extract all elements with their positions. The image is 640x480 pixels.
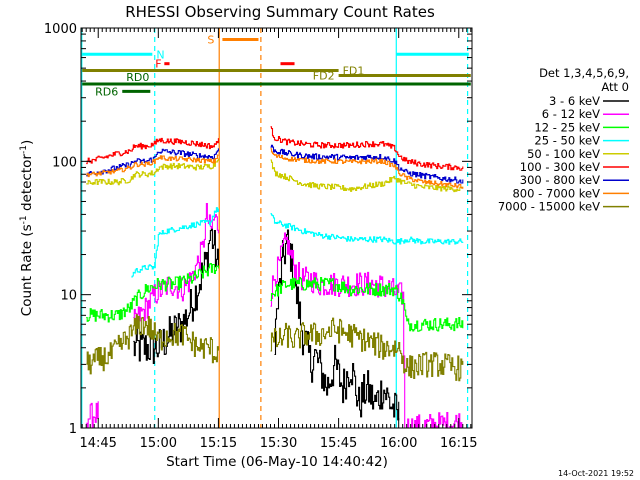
overlay-lines [81,28,469,428]
series-line [86,202,463,429]
x-tick-label: 16:00 [380,436,417,451]
legend-label: 100 - 300 keV [520,160,600,174]
flag-label: S [207,33,214,46]
y-tick-label: 100 [52,155,77,170]
flag-label: F [155,58,161,71]
axes: 14:45 15:00 15:15 15:30 15:45 16:00 16:15 1 10 10… [44,22,478,451]
legend-label: 7000 - 15000 keV [498,200,600,214]
series-line [86,158,464,193]
legend-header-2: Att 0 [601,80,629,94]
y-tick-label: 1000 [44,22,77,37]
y-tick-label: 10 [60,289,77,304]
x-tick-label: 15:30 [260,436,297,451]
x-tick-label: 14:45 [79,436,116,451]
series-lines [86,126,464,429]
y-axis-label: Count Rate (s-1 detector-1) [19,140,35,316]
legend-label: 300 - 800 keV [520,173,600,187]
flag-label: RD6 [95,85,118,98]
footer-timestamp: 14-Oct-2021 19:52 [558,469,634,478]
chart-title: RHESSI Observing Summary Count Rates [125,3,435,21]
legend-label: 25 - 50 keV [534,134,600,148]
legend-label: 6 - 12 keV [542,107,600,121]
legend-label: 3 - 6 keV [549,94,600,108]
legend-label: 12 - 25 keV [534,120,600,134]
x-tick-label: 16:15 [440,436,477,451]
flag-label: N [156,48,164,61]
series-line [86,262,464,332]
series-line [133,228,400,421]
series-line [86,314,464,382]
legend-label: 800 - 7000 keV [512,186,600,200]
series-line [131,207,464,278]
x-tick-label: 15:00 [140,436,177,451]
legend-header-1: Det 1,3,4,5,6,9, [539,66,629,80]
legend-label: 50 - 100 keV [527,147,600,161]
x-tick-label: 15:45 [320,436,357,451]
x-axis-label: Start Time (06-May-10 14:40:42) [166,454,388,470]
flag-label: RD0 [126,71,149,84]
plot-frame [80,27,473,429]
flag-label: FD2 [313,70,335,83]
series-line [86,126,464,171]
y-tick-label: 1 [69,422,77,437]
series-line [86,148,464,189]
x-tick-label: 15:15 [200,436,237,451]
